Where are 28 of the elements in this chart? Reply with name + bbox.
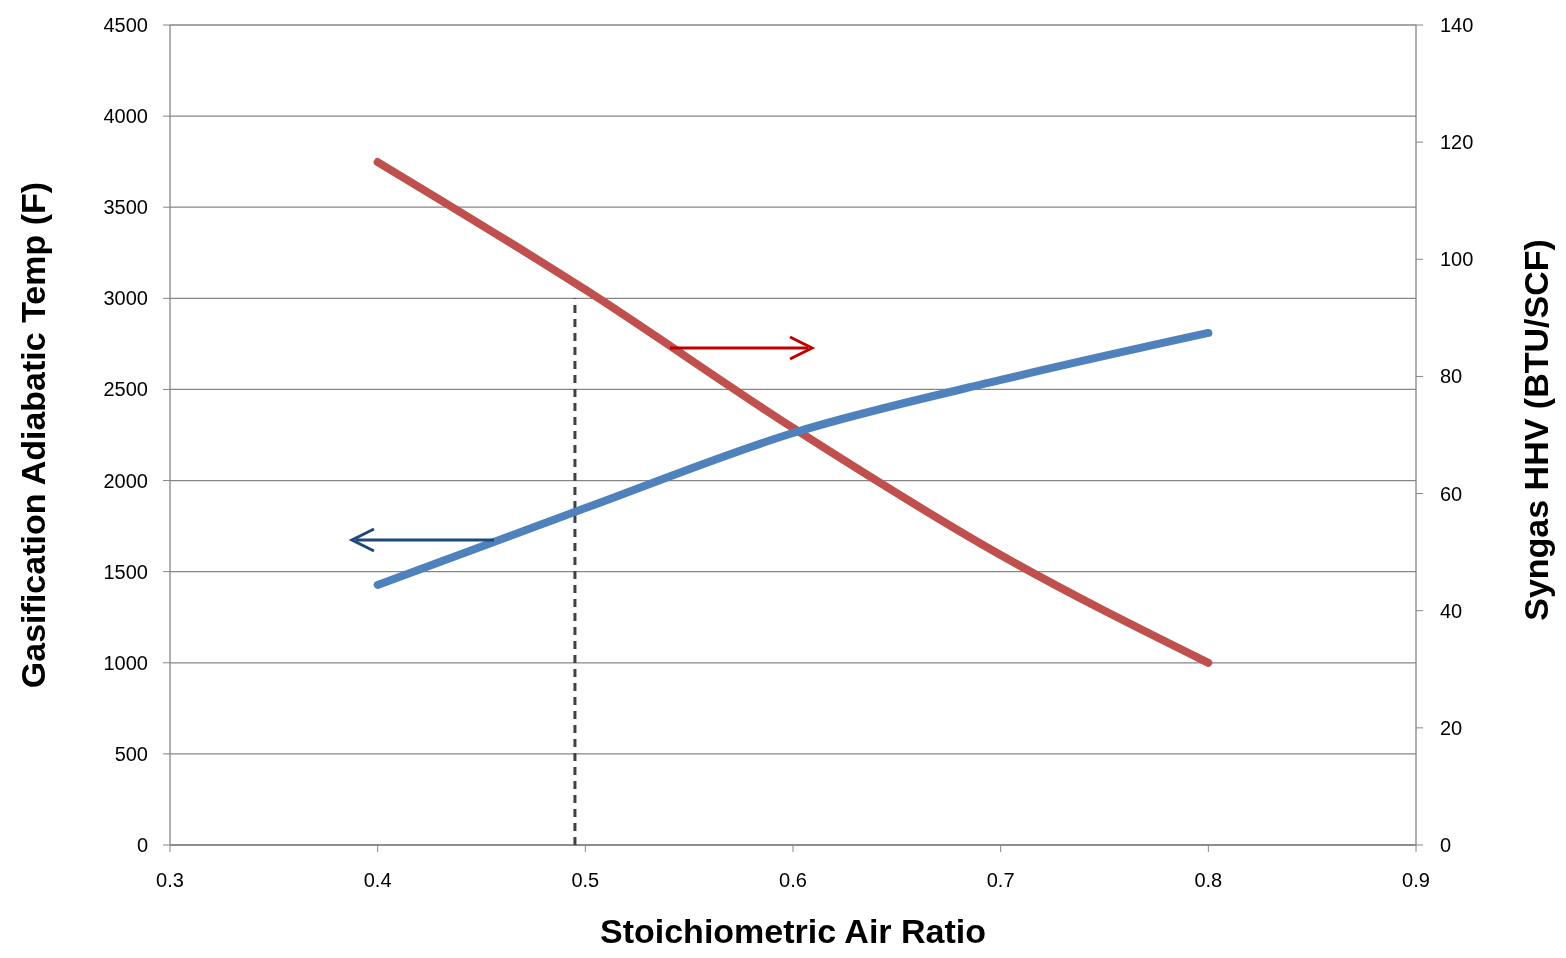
x-tick-label: 0.7: [986, 869, 1015, 891]
y-tick-label: 1000: [103, 651, 148, 674]
y-tick-label: 2500: [103, 378, 148, 401]
y2-tick-label: 80: [1440, 365, 1463, 388]
y2-tick-label: 120: [1440, 131, 1474, 154]
y2-tick-label: 140: [1440, 14, 1474, 36]
y-tick-label: 0: [136, 834, 148, 856]
x-tick-label: 0.8: [1194, 869, 1223, 891]
y-tick-label: 4000: [103, 105, 148, 128]
x-tick-label: 0.4: [363, 869, 392, 891]
y2-tick-label: 60: [1440, 482, 1463, 505]
y2-axis-title: Syngas HHV (BTU/SCF): [1517, 239, 1555, 621]
y-tick-label: 2000: [103, 469, 148, 492]
x-tick-label: 0.6: [779, 869, 807, 891]
x-tick-label: 0.9: [1402, 869, 1430, 891]
y-tick-label: 4500: [103, 14, 148, 36]
y-axis-title: Gasification Adiabatic Temp (F): [14, 181, 52, 689]
y2-tick-label: 0: [1440, 834, 1452, 856]
y-tick-label: 3000: [103, 287, 148, 310]
x-axis-title: Stoichiometric Air Ratio: [599, 912, 987, 950]
y-tick-label: 3500: [103, 196, 148, 219]
y2-tick-label: 20: [1440, 716, 1463, 739]
x-tick-label: 0.5: [571, 869, 600, 891]
y-tick-label: 500: [114, 742, 148, 765]
x-tick-label: 0.3: [156, 869, 184, 891]
y2-tick-label: 40: [1440, 599, 1463, 622]
y-tick-label: 1500: [103, 560, 148, 583]
y2-tick-label: 100: [1440, 248, 1474, 271]
